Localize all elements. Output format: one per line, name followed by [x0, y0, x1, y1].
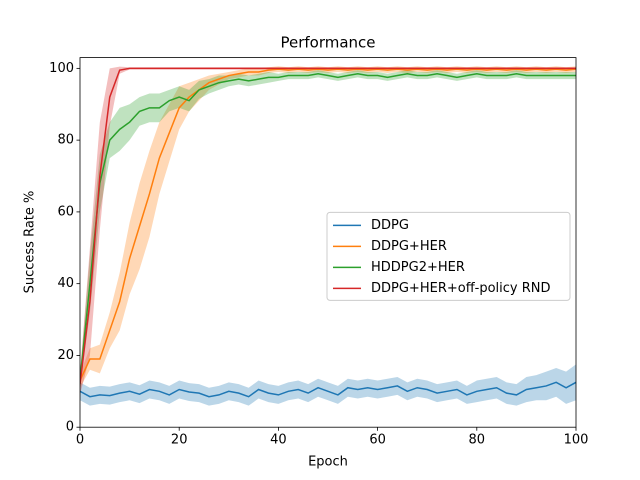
axes-frame [79, 57, 577, 428]
y-tick-label: 80 [57, 133, 74, 148]
plot-area [80, 66, 576, 406]
x-tick-label: 20 [171, 433, 188, 448]
series-line [80, 68, 576, 381]
x-tick-label: 40 [270, 433, 287, 448]
legend-label: DDPG [371, 218, 409, 233]
y-tick-label: 20 [57, 348, 74, 363]
x-axis-label: Epoch [308, 455, 348, 470]
x-tick-label: 100 [564, 433, 589, 448]
x-tick-label: 60 [369, 433, 386, 448]
y-tick-label: 60 [57, 204, 74, 219]
x-tick-label: 80 [469, 433, 486, 448]
x-tick-label: 0 [76, 433, 84, 448]
chart-title: Performance [280, 34, 375, 52]
legend-box [326, 211, 571, 301]
series-line [80, 72, 576, 381]
series-line [80, 67, 576, 385]
error-band [80, 364, 576, 406]
legend-label: HDDPG2+HER [371, 260, 465, 275]
y-tick-label: 40 [57, 276, 74, 291]
y-axis-label: Success Rate % [23, 191, 38, 294]
series-line [80, 381, 576, 398]
legend-label: DDPG+HER [371, 239, 447, 254]
y-tick-label: 0 [66, 420, 74, 435]
y-tick-label: 100 [49, 61, 74, 76]
legend-label: DDPG+HER+off-policy RND [371, 281, 551, 296]
